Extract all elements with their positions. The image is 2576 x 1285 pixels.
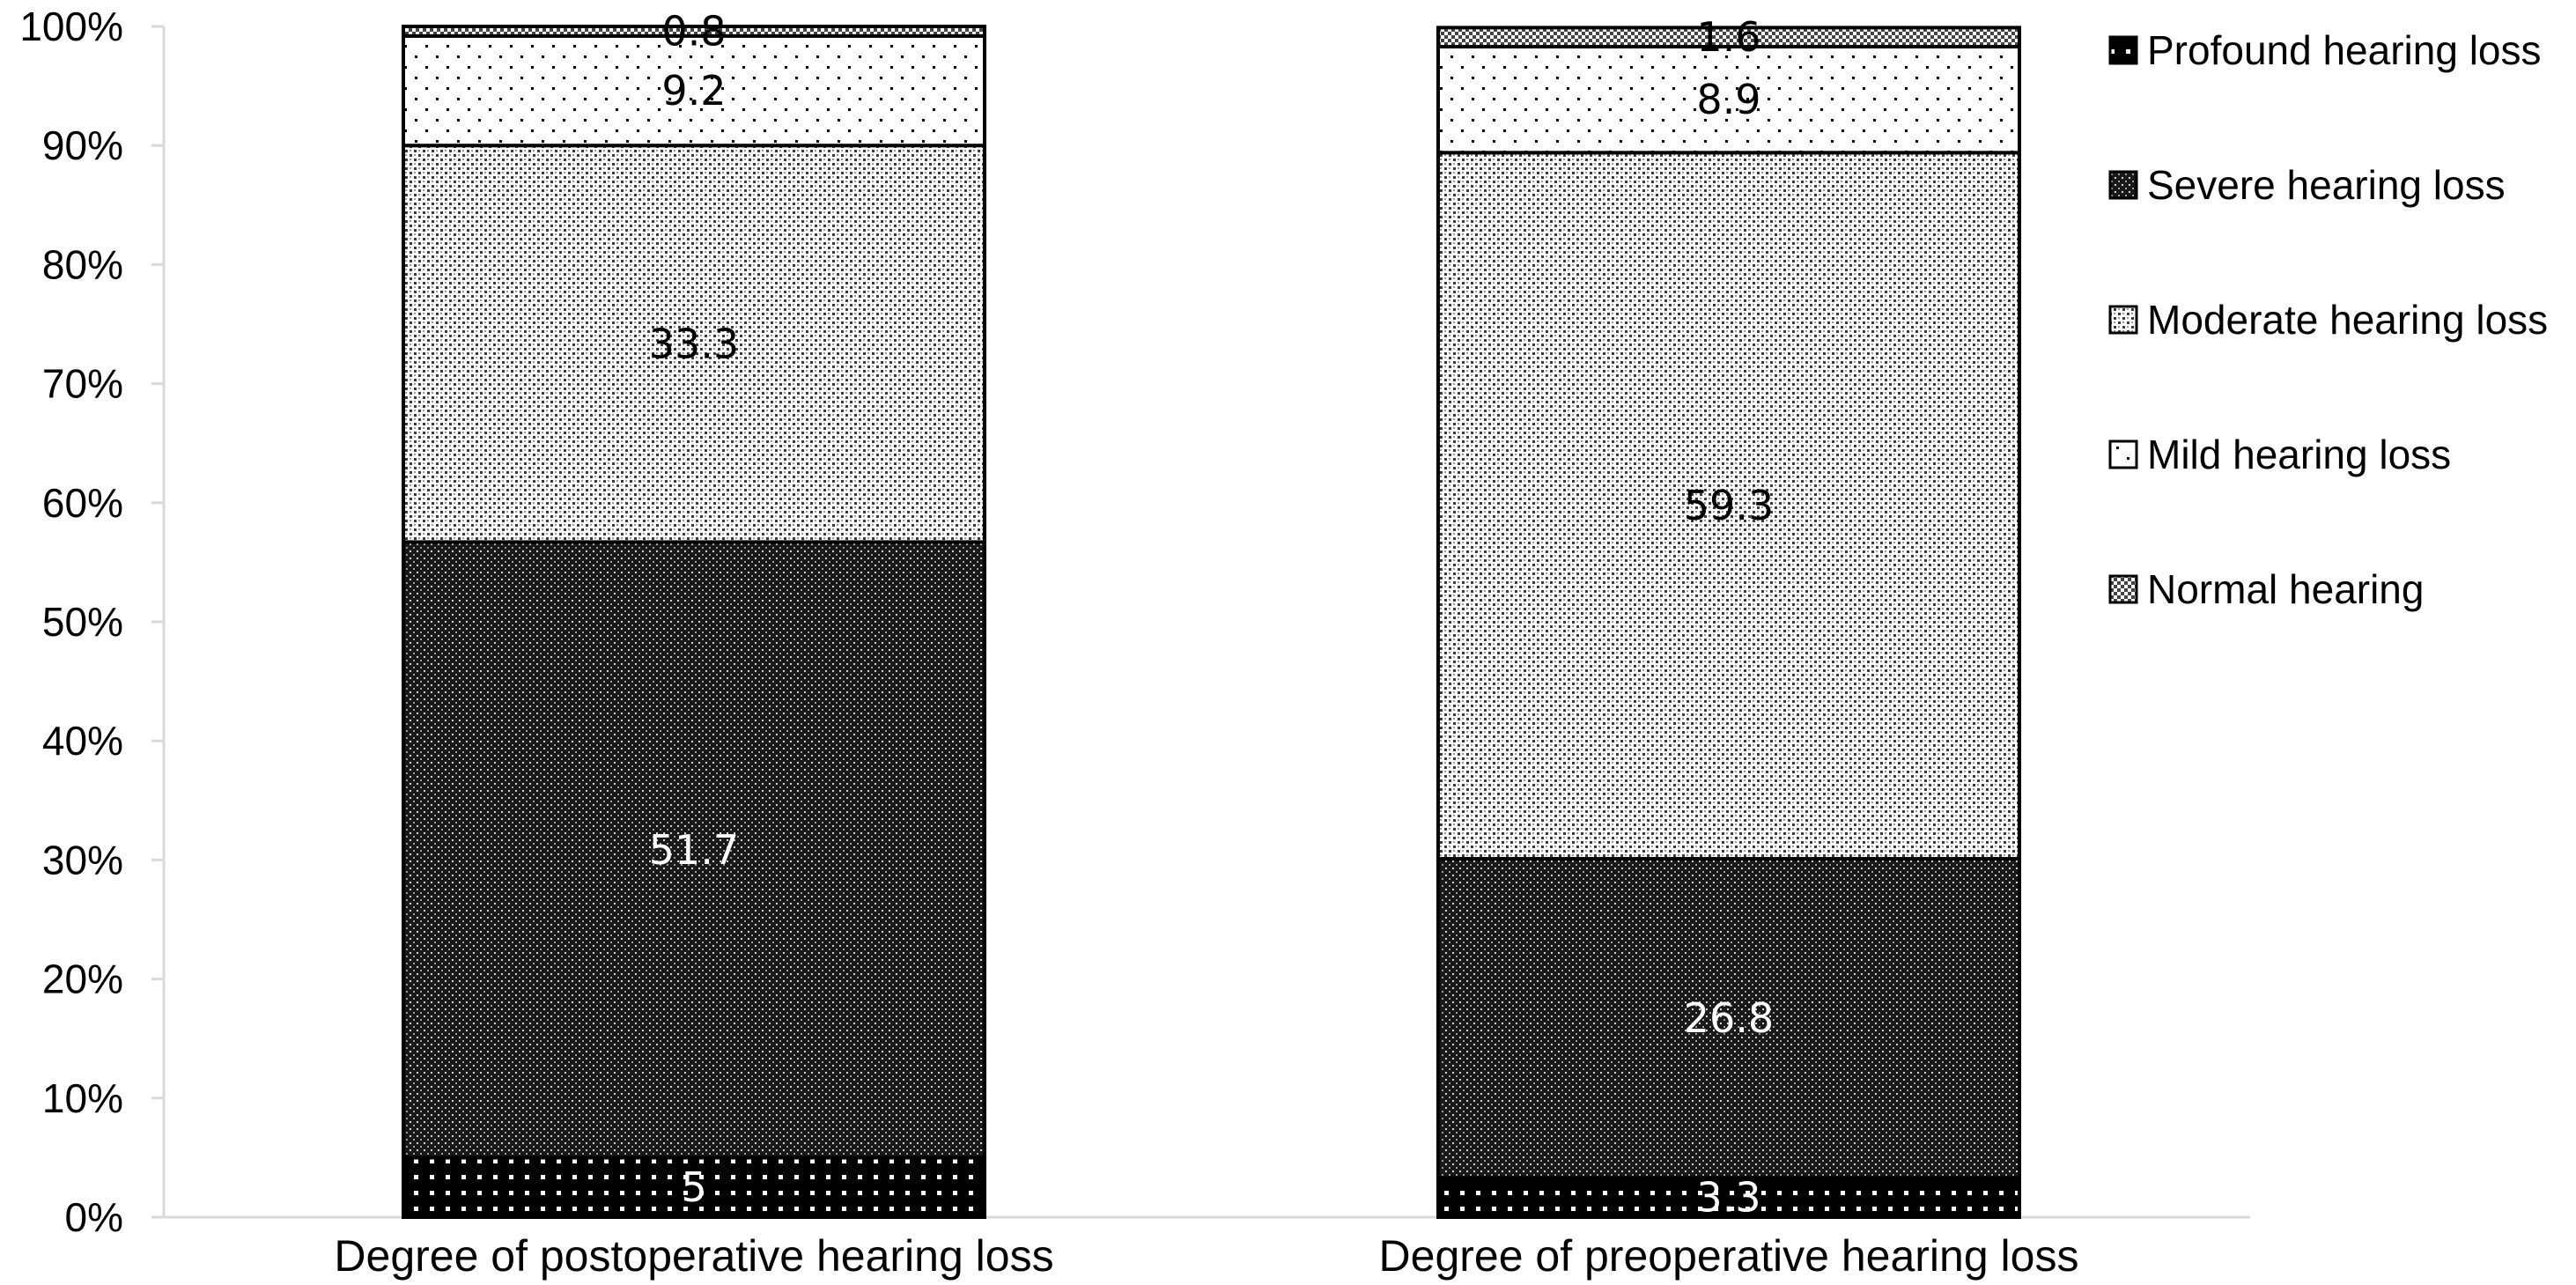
y-axis: 0% 10% 20% 30% 40% 50% 60% 70% 80% 90% 100% [19, 4, 2250, 1240]
legend-item: Mild hearing loss [2108, 432, 2451, 477]
legend: Profound hearing loss Severe hearing loss… [2108, 27, 2548, 612]
data-label: 5 [681, 1163, 706, 1211]
legend-label: Normal hearing [2147, 566, 2424, 612]
y-tick-label: 60% [42, 480, 123, 526]
bar-segment-severe [402, 540, 986, 1160]
legend-label: Severe hearing loss [2147, 162, 2506, 208]
legend-item: Moderate hearing loss [2108, 297, 2548, 343]
data-label: 33.3 [649, 320, 739, 367]
y-tick-label: 30% [42, 837, 123, 883]
legend-item: Normal hearing [2108, 566, 2424, 612]
y-tick-label: 90% [42, 122, 123, 168]
legend-label: Profound hearing loss [2147, 27, 2542, 73]
bar-segment-severe [1436, 857, 2021, 1180]
y-tick-label: 80% [42, 241, 123, 287]
data-label: 8.9 [1696, 76, 1760, 123]
legend-label: Moderate hearing loss [2147, 297, 2548, 343]
legend-label: Mild hearing loss [2147, 432, 2451, 477]
y-tick-label: 100% [19, 4, 123, 49]
data-label: 59.3 [1684, 482, 1774, 529]
data-label: 51.7 [649, 826, 739, 874]
y-tick-label: 0% [65, 1194, 123, 1240]
bar-segment-mild [1436, 44, 2021, 155]
x-category-label: Degree of preoperative hearing loss [1379, 1231, 2079, 1281]
data-label: 0.8 [661, 7, 726, 55]
data-label: 9.2 [661, 67, 726, 114]
bar-segment-profound [402, 1156, 986, 1220]
y-tick-label: 50% [42, 599, 123, 645]
data-label: 26.8 [1684, 994, 1774, 1042]
x-axis-labels: Degree of postoperative hearing loss Degr… [334, 1231, 2078, 1281]
legend-swatch [2108, 439, 2138, 469]
x-category-label: Degree of postoperative hearing loss [334, 1231, 1053, 1281]
legend-item: Severe hearing loss [2108, 162, 2506, 208]
bar-segment-normal [1436, 26, 2021, 48]
legend-item: Profound hearing loss [2108, 27, 2542, 73]
legend-swatch [2108, 574, 2138, 604]
data-label: 3.3 [1696, 1174, 1760, 1222]
bars [402, 25, 2021, 1220]
data-labels: 5 51.7 33.3 9.2 0.8 3.3 26.8 59.3 8.9 1.6 [649, 7, 1774, 1221]
bar-segment-mild [402, 33, 986, 148]
y-tick-label: 70% [42, 361, 123, 407]
y-tick-label: 20% [42, 956, 123, 1002]
bar-segment-normal [402, 25, 986, 38]
y-tick-label: 40% [42, 718, 123, 764]
legend-swatch [2108, 305, 2138, 335]
bar-segment-moderate [1436, 151, 2021, 861]
legend-swatch [2108, 35, 2138, 65]
data-label: 1.6 [1696, 13, 1760, 61]
bar-segment-moderate [402, 144, 986, 544]
y-tick-label: 10% [42, 1075, 123, 1121]
legend-swatch [2108, 170, 2138, 200]
